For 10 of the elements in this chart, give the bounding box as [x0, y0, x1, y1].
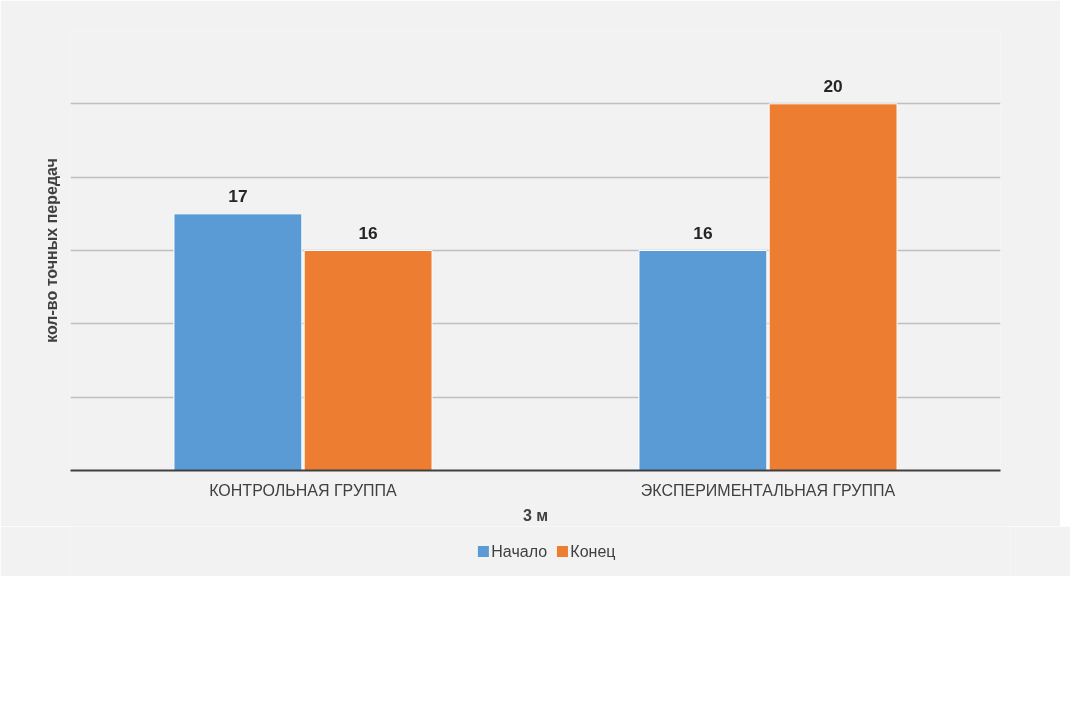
data-label: 17	[228, 185, 248, 206]
x-tick-label: КОНТРОЛЬНАЯ ГРУППА	[209, 481, 398, 499]
data-label: 16	[358, 222, 379, 243]
data-label: 16	[693, 222, 713, 243]
data-label: 20	[823, 75, 843, 96]
legend-label: Конец	[570, 543, 616, 560]
y-axis-title: кол-во точных передач	[42, 158, 60, 343]
x-tick-label: ЭКСПЕРИМЕНТАЛЬНАЯ ГРУППА	[640, 481, 896, 499]
x-axis-title: 3 м	[522, 506, 549, 524]
legend-label: Начало	[491, 543, 548, 560]
